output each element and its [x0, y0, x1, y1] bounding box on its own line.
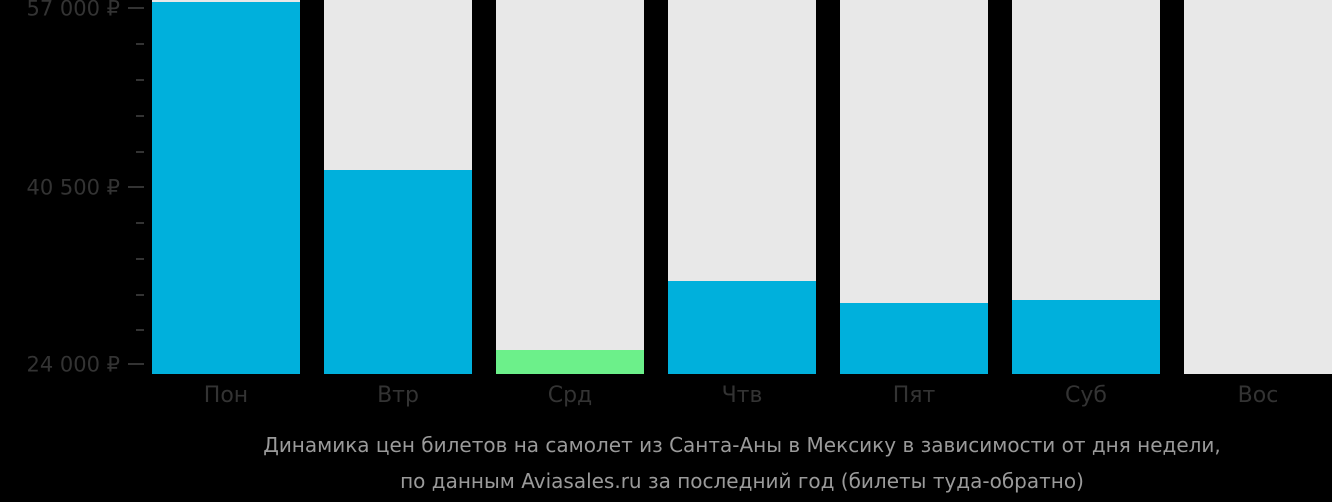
bar-fri[interactable]	[840, 303, 988, 374]
y-axis-minor-tick	[136, 151, 144, 153]
y-axis-label-min: 24 000 ₽	[26, 352, 120, 377]
y-axis-label-mid: 40 500 ₽	[26, 175, 120, 200]
y-axis-minor-tick	[136, 43, 144, 45]
x-axis-label-thu: Чтв	[721, 383, 763, 408]
column-thu	[668, 0, 816, 374]
chart-caption-line-2: по данным Aviasales.ru за последний год …	[400, 469, 1084, 493]
x-axis-label-mon: Пон	[203, 383, 249, 408]
column-fri	[840, 0, 988, 374]
x-axis-label-sun: Вос	[1237, 383, 1279, 408]
y-axis-label-max: 57 000 ₽	[26, 0, 120, 21]
bar-mon[interactable]	[152, 2, 300, 374]
bar-sat[interactable]	[1012, 300, 1160, 374]
bar-wed-lowest[interactable]	[496, 350, 644, 374]
y-axis-minor-tick	[136, 115, 144, 117]
y-axis-major-tick	[128, 7, 144, 9]
y-axis-minor-tick	[136, 222, 144, 224]
chart-caption-line-1: Динамика цен билетов на самолет из Санта…	[263, 433, 1221, 457]
y-axis-minor-tick	[136, 258, 144, 260]
bar-thu[interactable]	[668, 281, 816, 374]
y-axis-major-tick	[128, 186, 144, 188]
column-tue	[324, 0, 472, 374]
x-axis-label-fri: Пят	[892, 383, 936, 408]
column-wed	[496, 0, 644, 374]
y-axis-minor-tick	[136, 294, 144, 296]
x-axis-label-tue: Втр	[377, 383, 419, 408]
column-mon	[152, 0, 300, 374]
y-axis-major-tick	[128, 363, 144, 365]
bar-tue[interactable]	[324, 170, 472, 374]
y-axis-minor-tick	[136, 79, 144, 81]
column-sat	[1012, 0, 1160, 374]
x-axis-label-sat: Суб	[1065, 383, 1107, 408]
x-axis-label-wed: Срд	[547, 383, 593, 408]
y-axis-minor-tick	[136, 329, 144, 331]
column-sun	[1184, 0, 1332, 374]
